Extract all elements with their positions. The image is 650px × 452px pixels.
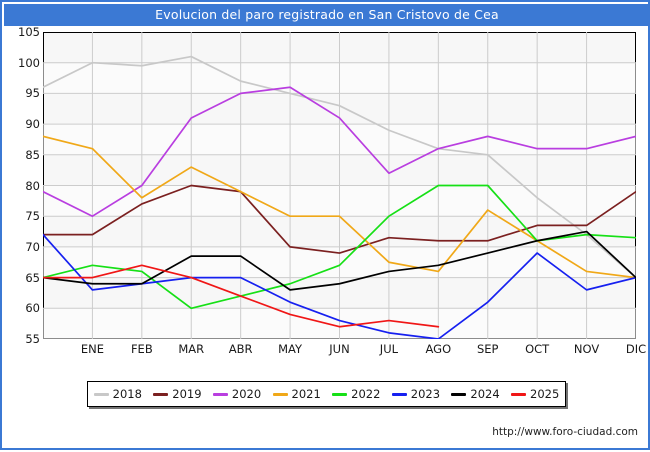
legend-color-swatch [332,392,348,396]
x-axis-tick-label: ENE [80,342,104,356]
series-line-2019 [43,184,636,254]
x-axis-tick-label: ABR [228,342,253,356]
y-axis-tick-label: 80 [25,178,40,193]
x-axis-tick-label: DIC [625,342,647,356]
legend-label: 2021 [291,387,321,401]
legend-label: 2025 [530,387,560,401]
y-axis-labels: 55 60 65 70 75 80 85 90 95 100 105 [2,2,40,452]
x-axis-tick-label: OCT [525,342,550,356]
legend-item-2021[interactable]: 2021 [272,387,321,401]
x-axis-tick-label: MAY [278,342,303,356]
legend-label: 2019 [172,387,202,401]
series-line-2020 [43,86,636,218]
data-series-lines [43,55,636,339]
page-title: Evolucion del paro registrado en San Cri… [155,7,499,22]
y-axis-tick-label: 95 [25,86,40,101]
x-axis-tick-label: NOV [573,342,600,356]
x-axis-tick-label: JUL [379,342,399,356]
x-axis-tick-label: SEP [476,342,499,356]
series-line-2023 [43,233,636,339]
x-axis-tick-label: FEB [130,342,153,356]
series-line-2024 [43,230,636,291]
legend-item-2022[interactable]: 2022 [332,387,380,401]
legend-item-2019[interactable]: 2019 [153,387,202,401]
legend-item-2023[interactable]: 2023 [391,387,441,401]
legend-label: 2020 [231,387,262,401]
x-axis-tick-label: JUN [329,342,350,356]
legend-color-swatch [511,392,527,396]
y-axis-tick-label: 100 [18,55,40,70]
legend-color-swatch [93,392,109,396]
y-axis-tick-label: 85 [25,147,40,162]
y-axis-tick-label: 55 [25,332,40,346]
y-axis-tick-label: 75 [25,209,40,224]
legend-item-2020[interactable]: 2020 [212,387,262,401]
y-axis-tick-label: 65 [25,270,40,285]
series-line-2018 [43,55,636,279]
y-axis-tick-label: 90 [25,117,40,132]
legend-item-2024[interactable]: 2024 [451,387,500,401]
legend-color-swatch [451,392,467,396]
y-axis-tick-label: 105 [18,25,40,39]
x-axis-tick-label: AGO [425,342,452,356]
y-axis-tick-label: 70 [25,239,40,254]
legend-color-swatch [212,392,228,396]
x-axis-tick-label: MAR [178,342,205,356]
legend-color-swatch [153,392,169,396]
series-line-2025 [43,264,440,328]
legend-label: 2022 [351,387,381,401]
legend-color-swatch [391,392,407,396]
legend-label: 2024 [470,387,500,401]
chart-legend: 2018 2019 2020 2021 2022 2023 2024 2025 [87,381,566,407]
window-title-bar: Evolucion del paro registrado en San Cri… [4,4,650,26]
y-axis-tick-label: 60 [25,301,40,316]
plot-area [43,32,636,339]
legend-label: 2023 [410,387,441,401]
legend-item-2025[interactable]: 2025 [511,387,559,401]
source-url: http://www.foro-ciudad.com [492,426,638,438]
legend-item-2018[interactable]: 2018 [93,387,142,401]
legend-label: 2018 [112,387,142,401]
series-line-2021 [43,135,636,279]
legend-color-swatch [272,392,288,396]
